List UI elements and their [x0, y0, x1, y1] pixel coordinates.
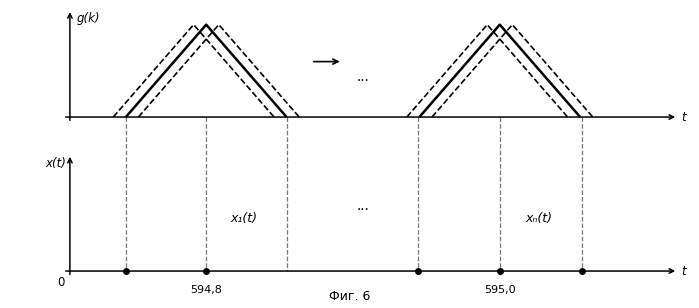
Text: t: t — [682, 265, 686, 278]
Text: x₁(t): x₁(t) — [231, 212, 258, 225]
Text: g(k): g(k) — [77, 12, 101, 25]
Text: 594,8: 594,8 — [190, 285, 222, 295]
Text: ...: ... — [357, 70, 370, 84]
Text: t: t — [682, 111, 686, 124]
Text: 0: 0 — [57, 276, 64, 289]
Text: ...: ... — [357, 199, 370, 213]
Text: 595,0: 595,0 — [484, 285, 516, 295]
Text: xₙ(t): xₙ(t) — [526, 212, 553, 225]
Text: Фиг. 6: Фиг. 6 — [329, 290, 370, 303]
Text: x(t): x(t) — [45, 157, 66, 170]
